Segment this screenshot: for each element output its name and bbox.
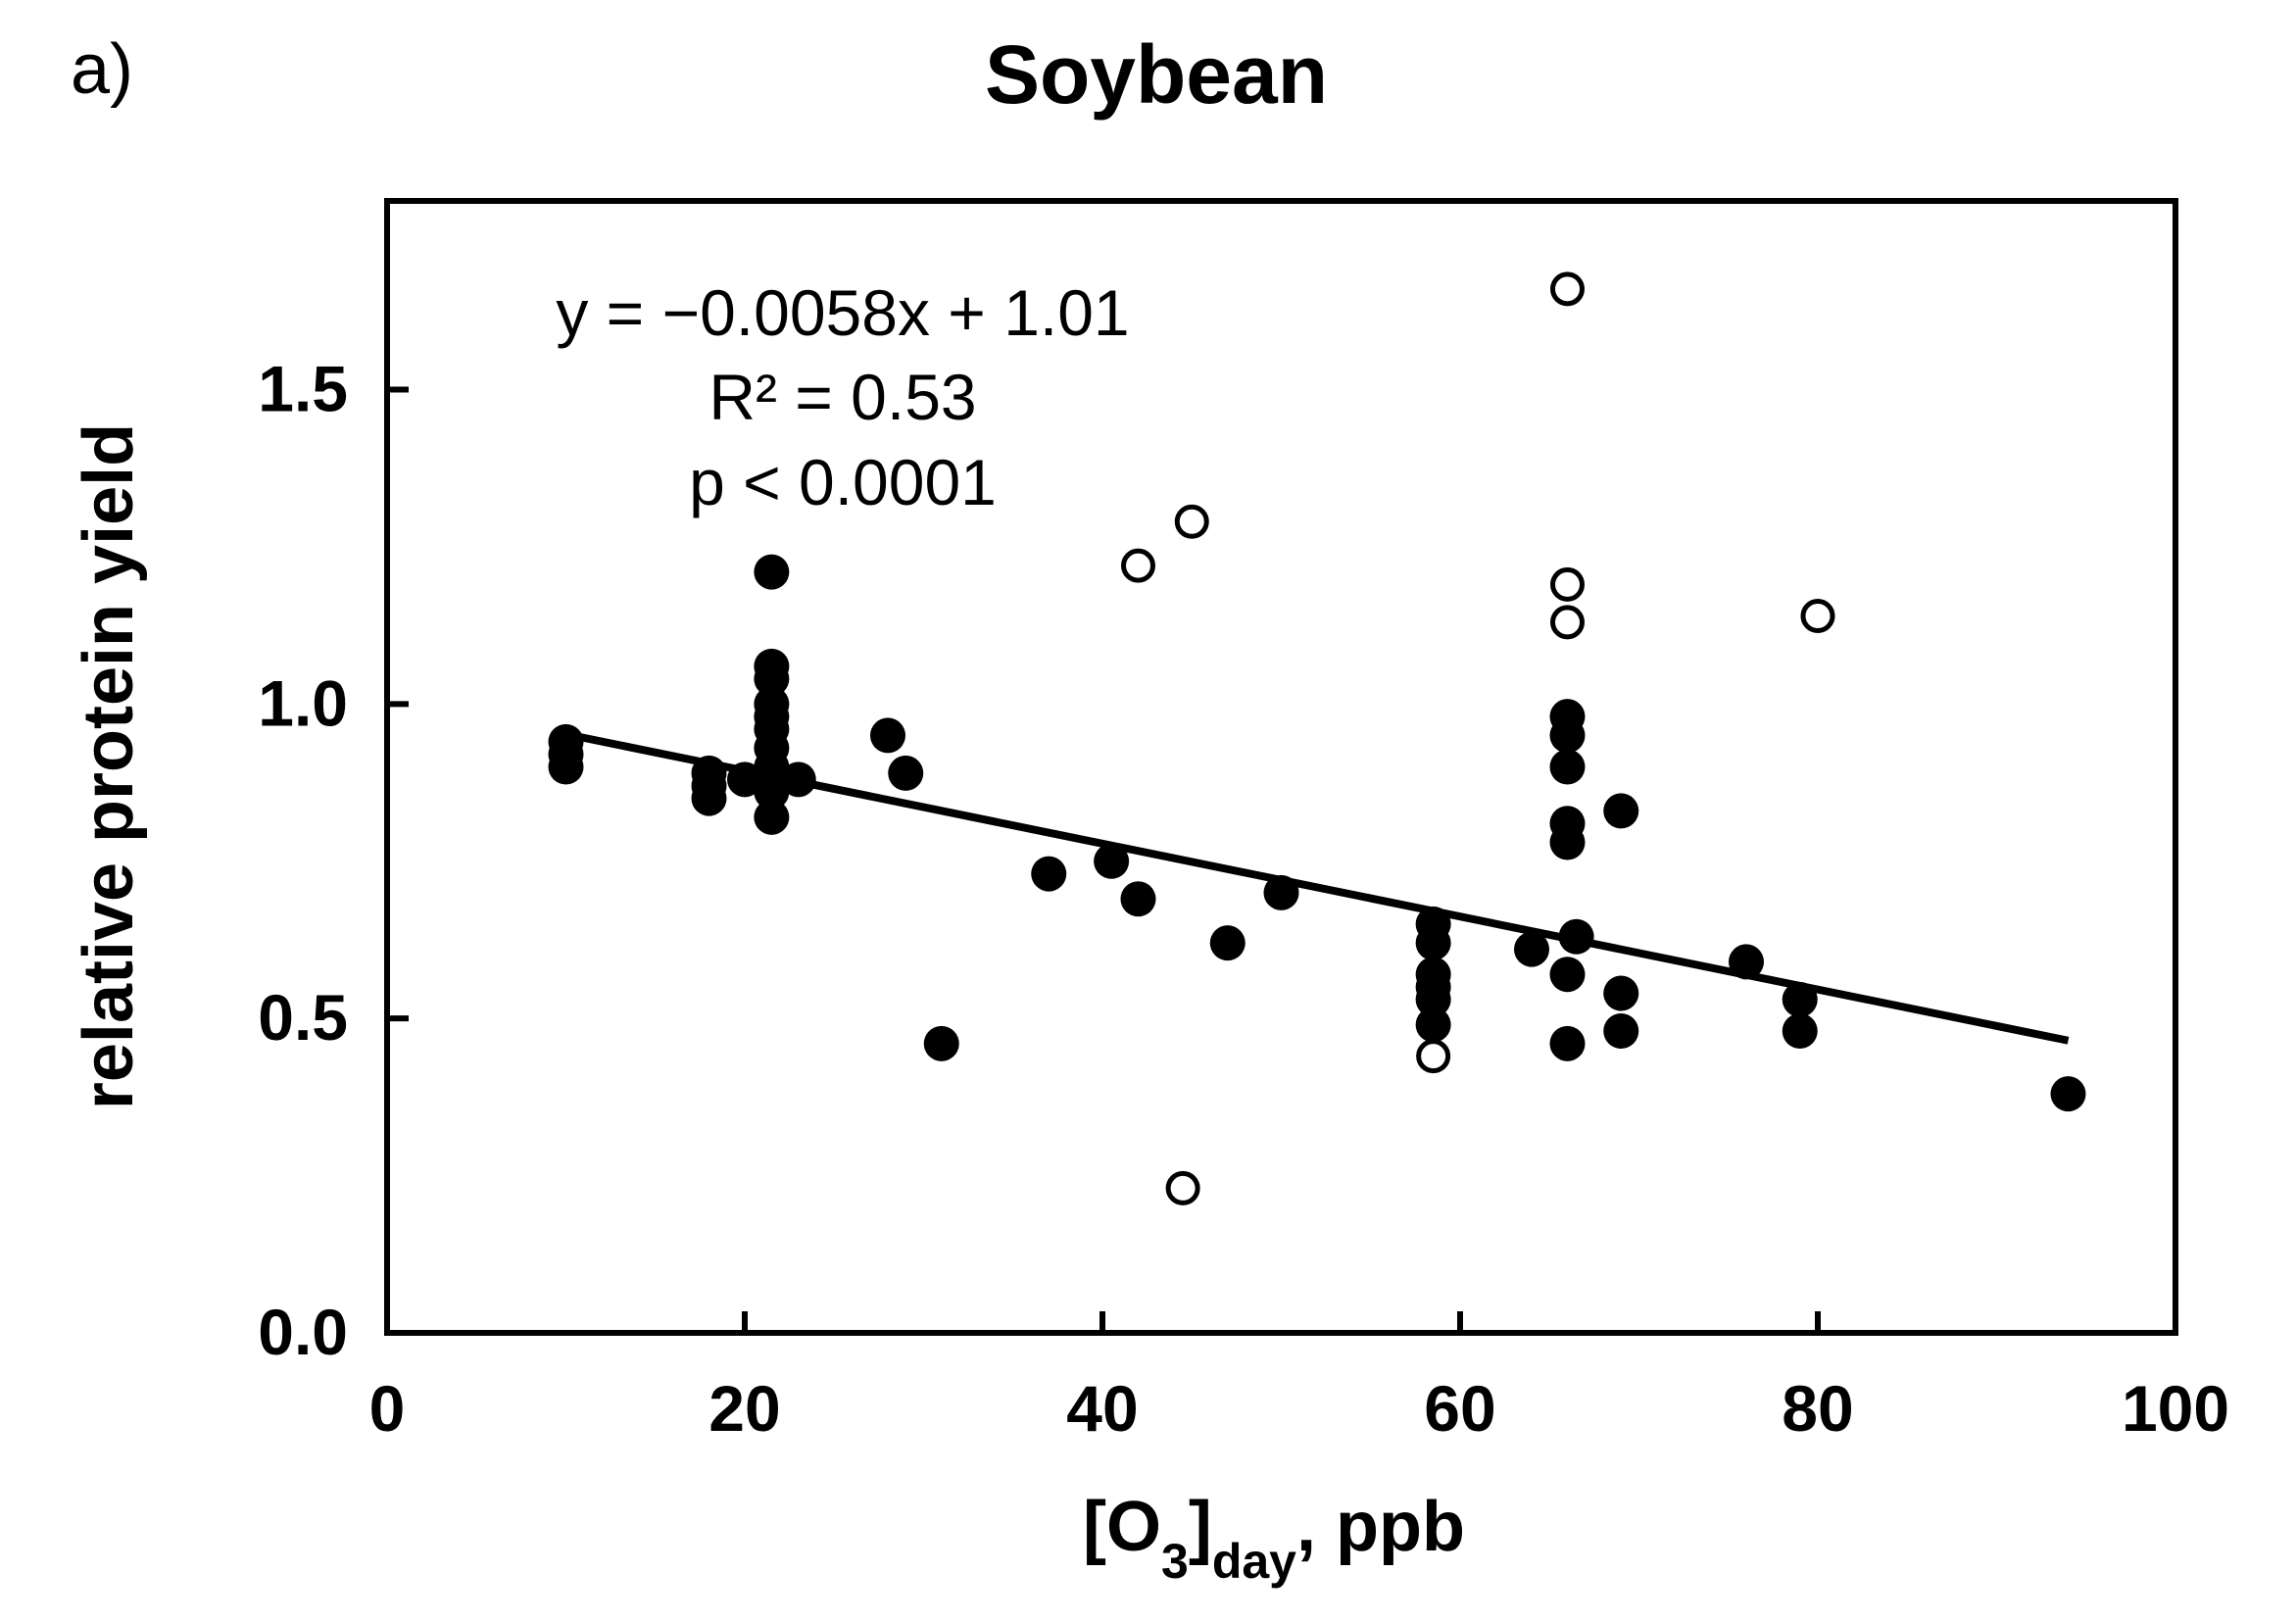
data-point-filled xyxy=(1209,925,1246,961)
data-point-filled xyxy=(780,761,816,798)
data-point-filled xyxy=(1514,931,1549,967)
x-tick-label: 60 xyxy=(1424,1372,1495,1445)
regression-line xyxy=(564,730,2070,1045)
x-axis-label: [O3]day, ppb xyxy=(1083,1488,1465,1589)
data-point-filled xyxy=(754,749,790,785)
data-point-filled xyxy=(888,755,924,791)
x-tick-label: 80 xyxy=(1782,1372,1853,1445)
x-tick-label: 0 xyxy=(369,1372,406,1445)
data-point-open xyxy=(1550,566,1585,602)
data-point-filled xyxy=(1549,1025,1586,1061)
data-point-filled xyxy=(1263,874,1299,910)
data-point-filled xyxy=(691,780,727,816)
data-point-open xyxy=(1800,599,1835,633)
data-point-filled xyxy=(1549,824,1586,860)
y-axis: 0.0 0.5 1.0 1.5 xyxy=(258,353,409,1368)
data-point-open xyxy=(1121,548,1155,583)
data-point-filled xyxy=(754,554,790,590)
data-point-filled xyxy=(1782,1013,1818,1049)
x-tick-label: 100 xyxy=(2122,1372,2229,1445)
data-point-filled xyxy=(2050,1076,2086,1112)
data-points xyxy=(548,271,2086,1205)
data-point-filled xyxy=(1603,975,1639,1011)
data-point-filled xyxy=(1031,856,1067,892)
data-point-filled xyxy=(1549,749,1586,785)
data-point-filled xyxy=(1729,944,1764,980)
data-point-open xyxy=(1550,605,1585,640)
data-point-filled xyxy=(1094,843,1130,879)
data-point-filled xyxy=(1120,881,1156,917)
r-squared-text: R² = 0.53 xyxy=(708,361,976,433)
data-point-filled xyxy=(1603,793,1639,829)
y-tick-label: 0.5 xyxy=(258,981,348,1054)
data-point-open xyxy=(1416,1039,1451,1074)
y-tick-label: 0.0 xyxy=(258,1296,348,1368)
x-tick-label: 20 xyxy=(708,1372,780,1445)
data-point-filled xyxy=(1603,1013,1639,1049)
data-point-filled xyxy=(1549,717,1586,754)
data-point-filled xyxy=(727,761,762,798)
y-axis-label: relative protein yield xyxy=(70,423,148,1109)
data-point-open xyxy=(1174,504,1209,539)
y-tick-label: 1.0 xyxy=(258,666,348,739)
chart-title: Soybean xyxy=(985,28,1328,121)
data-point-filled xyxy=(923,1025,959,1061)
data-point-filled xyxy=(1549,957,1586,993)
data-point-filled xyxy=(754,774,790,810)
data-point-filled xyxy=(1415,925,1451,961)
data-point-filled xyxy=(548,749,584,785)
data-point-open xyxy=(1550,271,1585,307)
data-point-filled xyxy=(1415,981,1451,1017)
data-point-filled xyxy=(1782,981,1818,1017)
data-point-filled xyxy=(870,717,905,754)
data-point-filled xyxy=(1558,918,1594,955)
data-point-filled xyxy=(754,661,790,697)
data-point-filled xyxy=(1415,1007,1451,1043)
plot-frame xyxy=(384,198,2178,1336)
x-axis: 0 20 40 60 80 100 xyxy=(369,1311,2229,1445)
data-point-filled xyxy=(754,799,790,835)
equation-text: y = −0.0058x + 1.01 xyxy=(556,276,1129,349)
x-tick-label: 40 xyxy=(1066,1372,1138,1445)
p-value-text: p < 0.0001 xyxy=(689,446,997,518)
panel-label: a) xyxy=(71,30,133,109)
data-point-open xyxy=(1165,1170,1200,1205)
y-tick-label: 1.5 xyxy=(258,353,348,425)
regression-annotation: y = −0.0058x + 1.01 R² = 0.53 p < 0.0001 xyxy=(556,276,1129,518)
